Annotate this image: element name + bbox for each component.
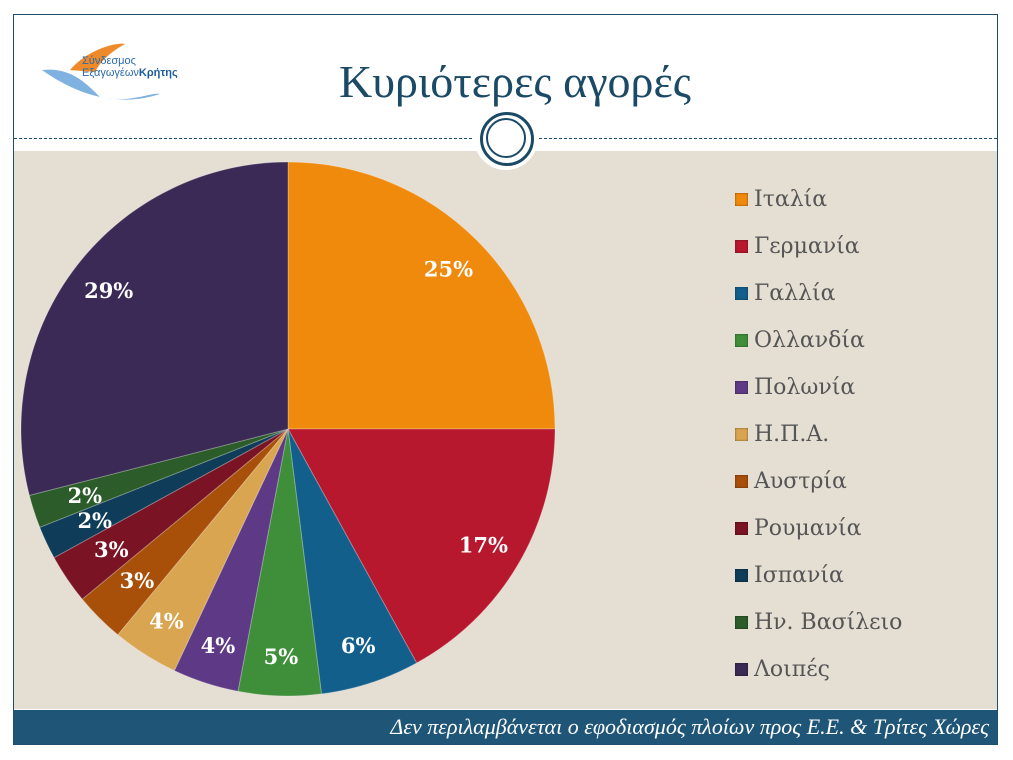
legend-swatch <box>735 569 748 582</box>
slide-frame <box>13 14 998 745</box>
pie-slice-1 <box>287 161 556 430</box>
legend-swatch <box>735 522 748 535</box>
legend-item: Γερμανία <box>735 223 902 270</box>
legend-swatch <box>735 334 748 347</box>
legend-swatch <box>735 240 748 253</box>
pie-slice-5 <box>173 428 289 692</box>
pie-slice-10 <box>28 428 289 528</box>
data-label: 25% <box>424 257 473 282</box>
legend-label: Ην. Βασίλειο <box>754 610 903 635</box>
legend-item: Ολλανδία <box>735 317 902 364</box>
legend-swatch <box>735 475 748 488</box>
legend: Ιταλία Γερμανία Γαλλία Ολλανδία Πολωνία Η.Π.Α… <box>735 176 902 693</box>
legend-swatch <box>735 193 748 206</box>
data-label: 6% <box>341 633 376 658</box>
legend-item: Η.Π.Α. <box>735 411 902 458</box>
logo-text: Σύνδεσμος ΕξαγωγέωνΚρήτης <box>82 55 178 79</box>
pie-slice-8 <box>53 428 289 600</box>
legend-label: Γερμανία <box>754 234 860 259</box>
data-label: 17% <box>459 533 508 558</box>
legend-item: Αυστρία <box>735 458 902 505</box>
pie-slice-3 <box>287 428 418 695</box>
legend-swatch <box>735 287 748 300</box>
pie-slice-2 <box>287 428 556 664</box>
legend-label: Αυστρία <box>754 469 847 494</box>
legend-item: Ρουμανία <box>735 505 902 552</box>
data-label: 3% <box>120 568 155 593</box>
data-label: 5% <box>264 644 299 669</box>
legend-item: Ισπανία <box>735 552 902 599</box>
legend-swatch <box>735 663 748 676</box>
legend-item: Λοιπές <box>735 646 902 693</box>
legend-label: Ολλανδία <box>754 328 865 353</box>
legend-label: Γαλλία <box>754 281 836 306</box>
legend-swatch <box>735 616 748 629</box>
legend-item: Ιταλία <box>735 176 902 223</box>
logo <box>42 43 160 100</box>
legend-label: Πολωνία <box>754 375 856 400</box>
data-label: 4% <box>149 609 184 634</box>
legend-label: Ιταλία <box>754 187 828 212</box>
pie-slice-11 <box>20 161 289 497</box>
pie-slice-7 <box>81 428 289 636</box>
page-title: Κυριότερες αγορές <box>338 56 692 107</box>
legend-item: Ην. Βασίλειο <box>735 599 902 646</box>
legend-label: Η.Π.Α. <box>754 422 830 447</box>
legend-label: Λοιπές <box>754 657 830 682</box>
pie-slice-9 <box>39 428 289 559</box>
footer-note: Δεν περιλαμβάνεται ο εφοδιασμός πλοίων π… <box>14 710 997 744</box>
legend-item: Πολωνία <box>735 364 902 411</box>
data-label: 29% <box>84 278 133 303</box>
legend-item: Γαλλία <box>735 270 902 317</box>
circle-ornament-icon <box>474 106 538 170</box>
legend-label: Ρουμανία <box>754 516 862 541</box>
legend-swatch <box>735 381 748 394</box>
data-label: 2% <box>68 483 103 508</box>
pie-slice-4 <box>237 428 323 697</box>
data-label: 4% <box>201 633 236 658</box>
legend-label: Ισπανία <box>754 563 844 588</box>
pie-slice-6 <box>117 428 289 672</box>
legend-swatch <box>735 428 748 441</box>
data-label: 3% <box>94 537 129 562</box>
data-label: 2% <box>77 508 112 533</box>
